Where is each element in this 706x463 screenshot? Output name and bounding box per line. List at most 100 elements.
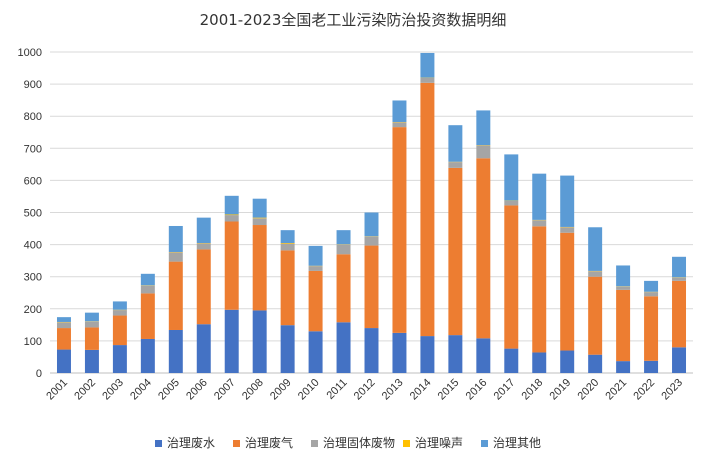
x-tick-label: 2010	[296, 377, 322, 403]
x-tick-label: 2016	[464, 377, 490, 403]
bar-segment-2012-series-4	[364, 212, 379, 237]
bar-segment-2007-series-3	[224, 214, 239, 216]
bar-segment-2017-series-2	[504, 200, 519, 206]
x-tick-label: 2013	[380, 377, 406, 403]
bar-segment-2012-series-2	[364, 236, 379, 246]
bar-segment-2008-series-1	[252, 225, 267, 311]
bar-segment-2018-series-0	[532, 352, 547, 373]
bar-segment-2012-series-0	[364, 328, 379, 373]
bar-segment-2001-series-4	[56, 317, 71, 322]
y-tick-label: 100	[24, 336, 42, 348]
chart-title: 2001-2023全国老工业污染防治投资数据明细	[200, 11, 507, 29]
bar-segment-2023-series-4	[672, 256, 687, 278]
bar-segment-2002-series-0	[84, 349, 99, 373]
bar-segment-2019-series-4	[560, 175, 575, 227]
bar-segment-2022-series-4	[644, 280, 659, 292]
bar-segment-2008-series-4	[252, 198, 267, 218]
bar-segment-2023-series-2	[672, 277, 687, 281]
legend-label: 治理废气	[245, 435, 293, 450]
x-tick-label: 2012	[352, 377, 378, 403]
bar-segment-2008-series-0	[252, 310, 267, 373]
bar-segment-2005-series-4	[168, 225, 183, 252]
bar-segment-2011-series-0	[336, 322, 351, 373]
bar-segment-2013-series-0	[392, 332, 407, 373]
bar-segment-2021-series-4	[616, 265, 631, 287]
x-tick-label: 2007	[212, 377, 238, 403]
bar-segment-2020-series-4	[588, 227, 603, 271]
bar-segment-2008-series-3	[252, 217, 267, 219]
bar-segment-2010-series-1	[308, 270, 323, 332]
bar-segment-2023-series-1	[672, 280, 687, 348]
x-tick-label: 2011	[324, 377, 349, 402]
bar-segment-2020-series-1	[588, 276, 603, 355]
bar-segment-2016-series-1	[476, 158, 491, 339]
legend-label: 治理固体废物	[323, 435, 395, 450]
bar-segment-2011-series-2	[336, 244, 351, 255]
bar-segment-2006-series-0	[196, 324, 211, 373]
bar-segment-2017-series-4	[504, 154, 519, 201]
bar-segment-2012-series-1	[364, 245, 379, 329]
bar-segment-2021-series-0	[616, 361, 631, 373]
bar-segment-2017-series-1	[504, 205, 519, 349]
y-tick-label: 500	[24, 208, 42, 220]
bar-segment-2005-series-2	[168, 252, 183, 262]
legend-label: 治理噪声	[415, 436, 463, 450]
x-axis-ticks: 2001 2002 2003 2004 2005 2006 2007 2008 2009 2010…	[44, 377, 685, 403]
bar-segment-2003-series-4	[112, 301, 127, 310]
bar-segment-2015-series-4	[448, 125, 463, 162]
bar-segment-2001-series-1	[56, 328, 71, 350]
bar-segment-2002-series-4	[84, 312, 99, 322]
x-tick-label: 2021	[603, 377, 629, 403]
bar-segment-2023-series-0	[672, 347, 687, 373]
x-tick-label: 2019	[548, 377, 574, 403]
y-tick-label: 900	[24, 79, 42, 91]
bar-segment-2003-series-1	[112, 315, 127, 346]
legend-label: 治理废水	[167, 435, 215, 450]
legend-swatch	[311, 440, 318, 447]
x-tick-label: 2001	[44, 377, 70, 403]
x-tick-label: 2017	[492, 377, 518, 403]
bar-segment-2014-series-0	[420, 336, 435, 373]
bar-segment-2017-series-0	[504, 348, 519, 373]
bar-segment-2001-series-0	[56, 349, 71, 373]
bar-segment-2019-series-1	[560, 232, 575, 351]
bar-segment-2009-series-4	[280, 230, 295, 243]
x-tick-label: 2002	[72, 377, 98, 403]
x-tick-label: 2008	[240, 377, 266, 403]
bars	[56, 52, 687, 373]
x-tick-label: 2005	[156, 377, 182, 403]
y-tick-label: 300	[24, 272, 42, 284]
bar-segment-2006-series-4	[196, 217, 211, 243]
y-tick-label: 600	[24, 175, 42, 187]
bar-segment-2004-series-0	[140, 338, 155, 373]
y-tick-label: 800	[24, 111, 42, 123]
bar-segment-2009-series-1	[280, 250, 295, 326]
y-tick-label: 700	[24, 143, 42, 155]
bar-segment-2018-series-1	[532, 226, 547, 353]
bar-segment-2021-series-2	[616, 286, 631, 290]
bar-segment-2007-series-1	[224, 221, 239, 310]
bar-segment-2009-series-3	[280, 242, 295, 244]
bar-segment-2007-series-2	[224, 215, 239, 222]
x-tick-label: 2015	[436, 377, 462, 403]
bar-segment-2021-series-1	[616, 289, 631, 362]
bar-segment-2016-series-2	[476, 145, 491, 159]
bar-segment-2022-series-2	[644, 292, 659, 297]
bar-segment-2010-series-2	[308, 266, 323, 271]
bar-segment-2013-series-2	[392, 122, 407, 128]
bar-segment-2013-series-1	[392, 127, 407, 333]
bar-segment-2016-series-0	[476, 338, 491, 373]
bar-segment-2019-series-2	[560, 227, 575, 233]
x-tick-label: 2018	[520, 377, 546, 403]
bar-segment-2016-series-4	[476, 110, 491, 146]
x-tick-label: 2014	[408, 377, 434, 403]
bar-segment-2022-series-1	[644, 296, 659, 361]
bar-segment-2018-series-4	[532, 173, 547, 220]
bar-segment-2005-series-0	[168, 329, 183, 373]
bar-segment-2011-series-1	[336, 254, 351, 323]
bar-segment-2022-series-0	[644, 360, 659, 373]
legend-swatch	[155, 440, 162, 447]
y-tick-label: 200	[24, 304, 42, 316]
